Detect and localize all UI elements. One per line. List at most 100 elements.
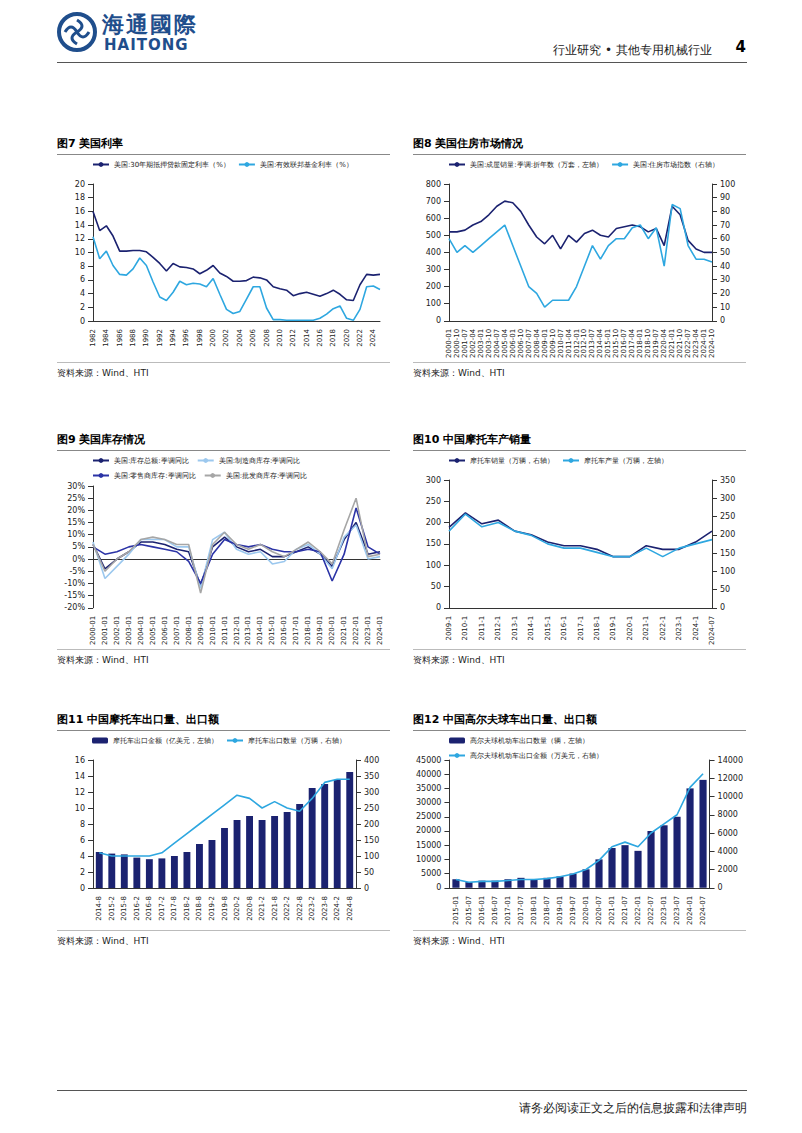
- svg-text:0: 0: [720, 603, 725, 612]
- svg-text:美国:成屋销量:季调:折年数（万套，左轴）: 美国:成屋销量:季调:折年数（万套，左轴）: [470, 161, 603, 169]
- svg-text:2018-01: 2018-01: [304, 616, 312, 645]
- svg-text:60: 60: [720, 234, 730, 243]
- svg-text:2011-04: 2011-04: [565, 328, 573, 358]
- svg-text:40000: 40000: [416, 770, 441, 779]
- svg-text:6000: 6000: [718, 829, 738, 838]
- svg-text:2021-01: 2021-01: [340, 616, 348, 645]
- svg-text:2022-07: 2022-07: [684, 329, 692, 358]
- svg-text:2024-07: 2024-07: [699, 896, 707, 925]
- svg-text:2015-07: 2015-07: [465, 896, 473, 925]
- svg-text:2009-1: 2009-1: [445, 616, 453, 641]
- svg-text:2006-01: 2006-01: [161, 616, 169, 645]
- svg-text:2022: 2022: [356, 329, 364, 347]
- svg-text:1988: 1988: [129, 329, 137, 347]
- svg-text:2000: 2000: [718, 865, 738, 874]
- svg-text:2003-01: 2003-01: [477, 329, 485, 358]
- svg-text:2020-01: 2020-01: [328, 616, 336, 645]
- svg-text:300: 300: [426, 265, 441, 274]
- svg-text:1992: 1992: [156, 329, 164, 347]
- svg-text:2020-1: 2020-1: [626, 616, 634, 641]
- svg-text:2015-01: 2015-01: [604, 329, 612, 358]
- svg-text:4: 4: [80, 852, 85, 861]
- svg-text:2: 2: [80, 868, 85, 877]
- svg-text:100: 100: [426, 299, 441, 308]
- svg-text:12000: 12000: [718, 774, 743, 783]
- svg-text:2008-01: 2008-01: [185, 616, 193, 645]
- svg-text:0: 0: [720, 316, 725, 325]
- svg-text:2018-01: 2018-01: [636, 329, 644, 358]
- svg-text:10000: 10000: [416, 855, 441, 864]
- svg-text:2018: 2018: [329, 329, 337, 347]
- svg-text:高尔夫球机动车出口数量（辆，左轴）: 高尔夫球机动车出口数量（辆，左轴）: [470, 737, 589, 745]
- svg-text:2009-01: 2009-01: [197, 616, 205, 645]
- svg-text:美国:零售商库存:季调同比: 美国:零售商库存:季调同比: [114, 472, 196, 480]
- svg-text:200: 200: [426, 282, 441, 291]
- svg-text:300: 300: [720, 494, 735, 503]
- svg-text:2019-2: 2019-2: [208, 896, 216, 921]
- svg-text:2021-1: 2021-1: [642, 616, 650, 641]
- svg-text:2020-2: 2020-2: [233, 896, 241, 921]
- svg-text:400: 400: [364, 756, 379, 765]
- svg-text:2024-2: 2024-2: [333, 896, 341, 921]
- svg-text:25%: 25%: [67, 494, 85, 503]
- svg-text:150: 150: [364, 836, 379, 845]
- svg-text:-20%: -20%: [64, 603, 85, 612]
- svg-text:2001-01: 2001-01: [101, 616, 109, 645]
- svg-text:2022-01: 2022-01: [634, 896, 642, 925]
- svg-text:2016-1: 2016-1: [560, 616, 568, 641]
- svg-text:10000: 10000: [718, 792, 743, 801]
- svg-text:350: 350: [720, 476, 735, 485]
- svg-text:2014-1: 2014-1: [527, 616, 535, 641]
- svg-text:摩托车出口金额（亿美元，左轴）: 摩托车出口金额（亿美元，左轴）: [113, 737, 218, 745]
- svg-text:2015-01: 2015-01: [452, 896, 460, 925]
- svg-text:2016: 2016: [316, 328, 324, 346]
- svg-text:350: 350: [364, 772, 379, 781]
- svg-text:2013-1: 2013-1: [511, 616, 519, 641]
- svg-text:2021-01: 2021-01: [608, 896, 616, 925]
- svg-text:0: 0: [718, 883, 723, 892]
- svg-text:高尔夫球机动车出口金额（万美元，右轴）: 高尔夫球机动车出口金额（万美元，右轴）: [470, 752, 603, 760]
- svg-text:2006-10: 2006-10: [517, 329, 525, 358]
- svg-text:1990: 1990: [142, 329, 150, 347]
- svg-text:美国:30年期抵押贷款固定利率（%）: 美国:30年期抵押贷款固定利率（%）: [114, 161, 230, 169]
- svg-text:2014-01: 2014-01: [256, 616, 264, 645]
- svg-text:摩托车销量（万辆，右轴）: 摩托车销量（万辆，右轴）: [470, 457, 554, 465]
- svg-text:2023-01: 2023-01: [364, 616, 372, 645]
- svg-text:2021-07: 2021-07: [621, 896, 629, 925]
- svg-text:0: 0: [80, 317, 85, 326]
- svg-text:10: 10: [720, 303, 730, 312]
- svg-text:2024-07: 2024-07: [708, 616, 716, 645]
- svg-text:2019-07: 2019-07: [569, 896, 577, 925]
- svg-text:5%: 5%: [72, 542, 85, 551]
- svg-text:100: 100: [720, 567, 735, 576]
- svg-text:0: 0: [80, 884, 85, 893]
- svg-text:300: 300: [426, 476, 441, 485]
- svg-text:25000: 25000: [416, 812, 441, 821]
- svg-text:摩托车出口数量（万辆，右轴）: 摩托车出口数量（万辆，右轴）: [248, 737, 346, 745]
- svg-text:2016-2: 2016-2: [133, 896, 141, 921]
- svg-text:700: 700: [426, 197, 441, 206]
- svg-text:2003-01: 2003-01: [125, 616, 133, 645]
- svg-text:2023-07: 2023-07: [673, 896, 681, 925]
- svg-text:100: 100: [364, 852, 379, 861]
- svg-text:35000: 35000: [416, 784, 441, 793]
- svg-text:2019-07: 2019-07: [652, 329, 660, 358]
- svg-text:100: 100: [720, 180, 735, 189]
- svg-text:8000: 8000: [718, 810, 738, 819]
- svg-text:800: 800: [426, 180, 441, 189]
- svg-text:2015-10: 2015-10: [612, 329, 620, 358]
- svg-text:2020-8: 2020-8: [246, 896, 254, 921]
- svg-text:200: 200: [426, 518, 441, 527]
- svg-text:2013-01: 2013-01: [244, 616, 252, 645]
- svg-text:1998: 1998: [196, 329, 204, 347]
- svg-text:2009-10: 2009-10: [549, 329, 557, 358]
- svg-text:90: 90: [720, 193, 730, 202]
- svg-text:15%: 15%: [67, 518, 85, 527]
- svg-text:6: 6: [80, 275, 85, 284]
- svg-text:2013-07: 2013-07: [588, 329, 596, 358]
- svg-text:2017-01: 2017-01: [292, 616, 300, 645]
- svg-text:2002-04: 2002-04: [469, 328, 477, 358]
- svg-text:2002: 2002: [222, 329, 230, 347]
- svg-text:70: 70: [720, 221, 730, 230]
- svg-text:美国:库存总额:季调同比: 美国:库存总额:季调同比: [114, 457, 189, 465]
